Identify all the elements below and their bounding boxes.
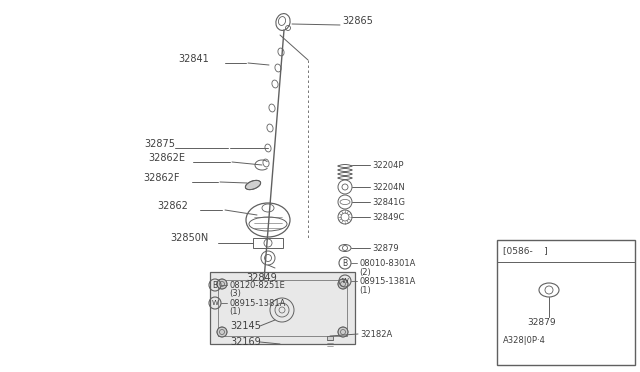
Text: 08915-1381A: 08915-1381A bbox=[359, 277, 415, 286]
Text: 32850N: 32850N bbox=[170, 233, 208, 243]
Text: [0586-    ]: [0586- ] bbox=[503, 246, 548, 255]
Text: 32879: 32879 bbox=[527, 318, 556, 327]
Text: 32879: 32879 bbox=[372, 244, 399, 253]
Text: B: B bbox=[342, 259, 348, 267]
Text: 08915-1381A: 08915-1381A bbox=[229, 299, 285, 308]
Text: 32145: 32145 bbox=[230, 321, 261, 331]
Text: (2): (2) bbox=[359, 268, 371, 277]
Text: (1): (1) bbox=[229, 307, 241, 316]
Text: 32862: 32862 bbox=[157, 201, 188, 211]
Text: B: B bbox=[212, 280, 218, 289]
Text: 08120-8251E: 08120-8251E bbox=[229, 281, 285, 290]
Text: 32865: 32865 bbox=[342, 16, 373, 26]
Circle shape bbox=[217, 279, 227, 289]
Text: 32841: 32841 bbox=[178, 54, 209, 64]
Text: (1): (1) bbox=[359, 286, 371, 295]
Text: 32182A: 32182A bbox=[360, 330, 392, 339]
Text: 32849C: 32849C bbox=[372, 213, 404, 222]
Circle shape bbox=[338, 327, 348, 337]
Text: 32204P: 32204P bbox=[372, 161, 403, 170]
Text: A328|0P·4: A328|0P·4 bbox=[503, 336, 546, 345]
Ellipse shape bbox=[245, 180, 260, 190]
Text: 32862E: 32862E bbox=[148, 153, 185, 163]
Text: 32204N: 32204N bbox=[372, 183, 404, 192]
Bar bbox=[497, 240, 635, 365]
Text: 08010-8301A: 08010-8301A bbox=[359, 259, 415, 268]
Text: 32169: 32169 bbox=[230, 337, 260, 347]
Circle shape bbox=[338, 279, 348, 289]
Text: W: W bbox=[342, 278, 348, 284]
Text: 32849: 32849 bbox=[246, 273, 276, 283]
Text: 32875: 32875 bbox=[144, 139, 175, 149]
Text: W: W bbox=[212, 300, 218, 306]
Text: (3): (3) bbox=[229, 289, 241, 298]
Bar bbox=[210, 272, 355, 344]
Bar bbox=[218, 280, 347, 336]
Circle shape bbox=[217, 327, 227, 337]
Bar bbox=[253, 238, 283, 248]
Text: 32841G: 32841G bbox=[372, 198, 405, 207]
Bar bbox=[327, 336, 333, 340]
Text: 32862F: 32862F bbox=[143, 173, 179, 183]
